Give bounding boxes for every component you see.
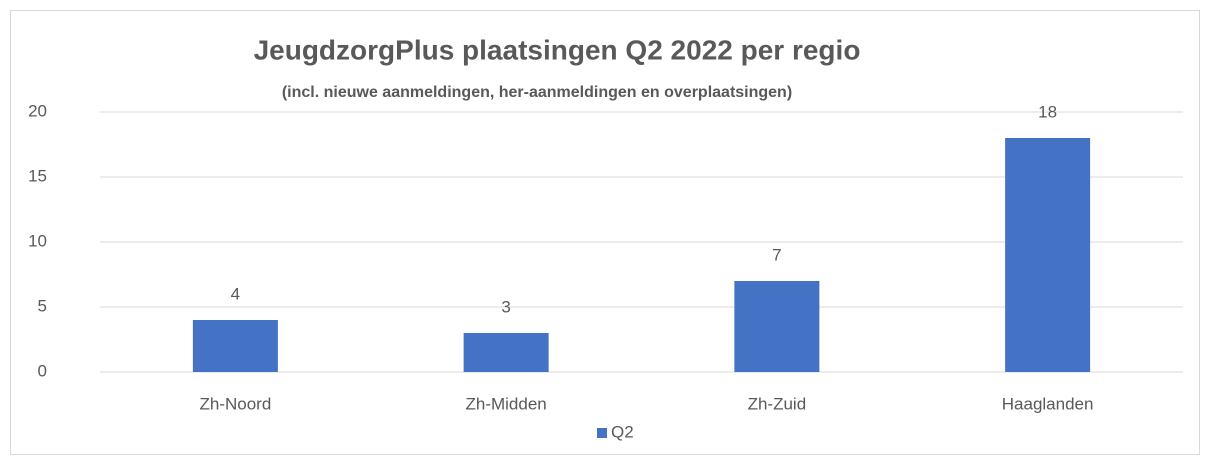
bar <box>734 281 820 372</box>
y-tick-label: 10 <box>28 231 47 250</box>
bar <box>1005 138 1091 372</box>
bar <box>463 333 549 372</box>
legend-label: Q2 <box>611 422 634 441</box>
chart-border <box>10 10 1200 455</box>
bar <box>192 320 278 372</box>
data-label: 7 <box>772 245 781 264</box>
x-tick-label: Zh-Zuid <box>748 394 807 413</box>
y-tick-label: 20 <box>28 101 47 120</box>
x-tick-label: Zh-Noord <box>199 394 271 413</box>
data-label: 4 <box>231 284 240 303</box>
y-tick-label: 15 <box>28 166 47 185</box>
chart-title: JeugdzorgPlus plaatsingen Q2 2022 per re… <box>254 34 861 65</box>
y-tick-label: 5 <box>38 296 47 315</box>
x-tick-label: Haaglanden <box>1002 394 1094 413</box>
y-tick-label: 0 <box>38 361 47 380</box>
x-tick-label: Zh-Midden <box>465 394 546 413</box>
data-label: 3 <box>501 297 510 316</box>
chart-subtitle: (incl. nieuwe aanmeldingen, her-aanmeldi… <box>282 84 792 101</box>
data-label: 18 <box>1038 102 1057 121</box>
legend-swatch <box>597 428 607 438</box>
